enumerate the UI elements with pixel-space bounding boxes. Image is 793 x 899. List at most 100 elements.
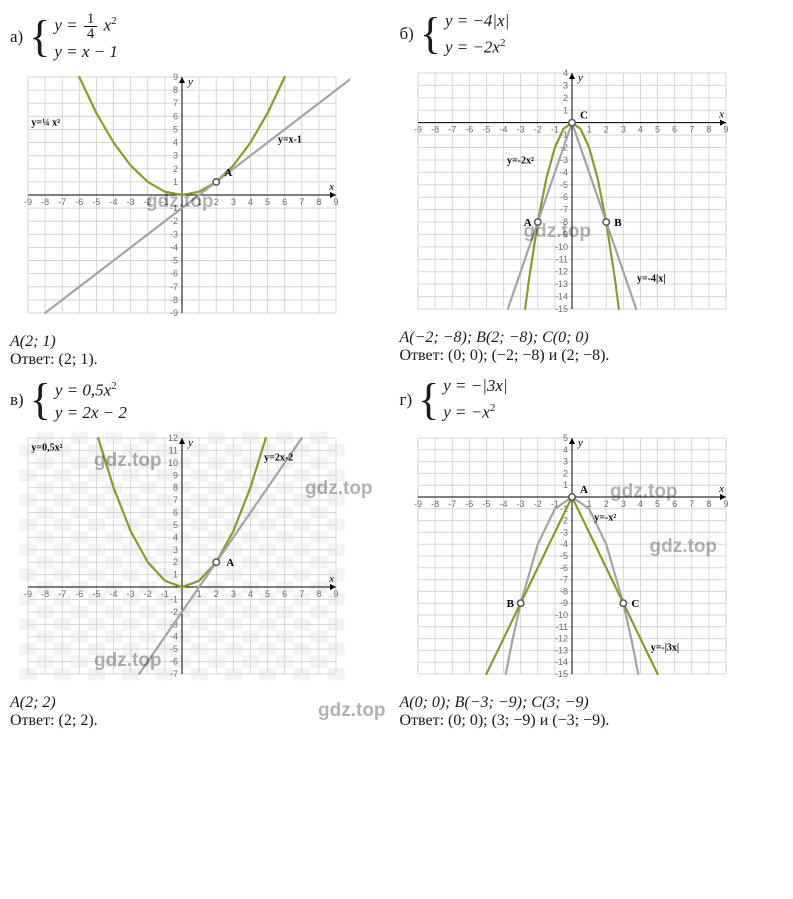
svg-text:y: y — [577, 437, 583, 449]
svg-text:-11: -11 — [555, 254, 567, 264]
svg-text:4: 4 — [637, 499, 642, 509]
svg-text:-13: -13 — [554, 279, 567, 289]
svg-text:-6: -6 — [170, 269, 178, 279]
svg-text:-5: -5 — [170, 644, 178, 654]
svg-text:-1: -1 — [161, 589, 169, 599]
label-a: а) — [10, 27, 23, 47]
svg-text:11: 11 — [169, 445, 178, 455]
eq1-c: y = 0,5x2 — [55, 375, 127, 402]
svg-text:3: 3 — [231, 197, 236, 207]
svg-text:-6: -6 — [75, 589, 83, 599]
svg-text:-4: -4 — [170, 243, 178, 253]
svg-text:3: 3 — [231, 589, 236, 599]
problem-a: а) { y = 14 x2 y = x − 1 xy-9-8-7-6-5-4-… — [10, 10, 394, 369]
svg-text:-2: -2 — [533, 499, 541, 509]
svg-text:5: 5 — [655, 499, 660, 509]
svg-text:-2: -2 — [144, 197, 152, 207]
svg-text:-5: -5 — [482, 499, 490, 509]
svg-text:-4: -4 — [110, 589, 118, 599]
svg-text:-14: -14 — [554, 291, 567, 301]
svg-text:3: 3 — [173, 545, 178, 555]
svg-text:6: 6 — [672, 124, 677, 134]
answer-a: A(2; 1) Ответ: (2; 1). — [10, 333, 394, 369]
svg-text:-3: -3 — [516, 124, 524, 134]
svg-text:-3: -3 — [516, 499, 524, 509]
svg-text:-4: -4 — [559, 167, 567, 177]
problem-d-equations: г) { y = −|3x| y = −x2 — [400, 375, 784, 424]
svg-text:5: 5 — [562, 433, 567, 443]
svg-text:A: A — [224, 167, 232, 179]
svg-text:-4: -4 — [499, 124, 507, 134]
svg-text:8: 8 — [173, 483, 178, 493]
chart-d: xy-9-8-7-6-5-4-3-2-1123456789-15-14-13-1… — [400, 428, 740, 688]
svg-text:7: 7 — [173, 98, 178, 108]
brace-icon: { — [418, 381, 439, 419]
svg-text:-3: -3 — [127, 197, 135, 207]
svg-text:-6: -6 — [465, 124, 473, 134]
svg-text:9: 9 — [333, 197, 338, 207]
svg-text:2: 2 — [562, 468, 567, 478]
svg-text:-5: -5 — [92, 197, 100, 207]
svg-text:8: 8 — [316, 197, 321, 207]
svg-text:-7: -7 — [559, 575, 567, 585]
svg-text:1: 1 — [562, 480, 567, 490]
svg-text:2: 2 — [603, 124, 608, 134]
brace-icon: { — [420, 15, 441, 53]
svg-text:A: A — [523, 217, 531, 229]
answer-d: A(0; 0); B(−3; −9); C(3; −9) Ответ: (0; … — [400, 694, 784, 730]
answer-c: A(2; 2) Ответ: (2; 2). — [10, 694, 394, 730]
svg-text:y=2x-2: y=2x-2 — [264, 452, 293, 463]
svg-text:-9: -9 — [413, 124, 421, 134]
svg-text:6: 6 — [672, 499, 677, 509]
svg-text:C: C — [580, 109, 588, 121]
brace-icon: { — [30, 381, 51, 419]
svg-text:9: 9 — [173, 72, 178, 82]
svg-text:8: 8 — [706, 124, 711, 134]
svg-text:-6: -6 — [465, 499, 473, 509]
svg-text:y=-2x²: y=-2x² — [506, 155, 533, 166]
svg-text:-7: -7 — [170, 282, 178, 292]
svg-text:-4: -4 — [559, 539, 567, 549]
svg-text:-9: -9 — [24, 589, 32, 599]
answer-b: A(−2; −8); B(2; −8); C(0; 0) Ответ: (0; … — [400, 329, 784, 365]
svg-text:-7: -7 — [448, 124, 456, 134]
svg-text:-10: -10 — [554, 242, 567, 252]
svg-text:4: 4 — [248, 589, 253, 599]
label-d: г) — [400, 390, 413, 410]
svg-text:7: 7 — [689, 124, 694, 134]
svg-text:-8: -8 — [559, 586, 567, 596]
svg-text:-12: -12 — [554, 266, 567, 276]
svg-text:5: 5 — [265, 589, 270, 599]
svg-text:-8: -8 — [559, 217, 567, 227]
svg-text:12: 12 — [168, 433, 178, 443]
svg-text:1: 1 — [173, 570, 178, 580]
svg-text:-4: -4 — [110, 197, 118, 207]
svg-text:4: 4 — [562, 68, 567, 78]
svg-text:2: 2 — [173, 164, 178, 174]
svg-text:y: y — [187, 76, 193, 88]
eq2-c: y = 2x − 2 — [55, 402, 127, 424]
svg-text:1: 1 — [173, 177, 178, 187]
svg-text:8: 8 — [173, 85, 178, 95]
eq2-d: y = −x2 — [443, 397, 507, 424]
svg-text:x: x — [718, 108, 724, 120]
svg-text:-5: -5 — [559, 179, 567, 189]
svg-text:-14: -14 — [554, 657, 567, 667]
svg-text:1: 1 — [586, 124, 591, 134]
svg-text:4: 4 — [562, 445, 567, 455]
svg-text:9: 9 — [723, 499, 728, 509]
svg-text:1: 1 — [197, 197, 202, 207]
svg-text:-7: -7 — [58, 589, 66, 599]
svg-text:x: x — [718, 483, 724, 495]
problem-c: в) { y = 0,5x2 y = 2x − 2 xy-9-8-7-6-5-4… — [10, 375, 394, 730]
svg-text:-1: -1 — [161, 197, 169, 207]
svg-text:4: 4 — [248, 197, 253, 207]
svg-text:-5: -5 — [170, 256, 178, 266]
svg-text:y: y — [577, 72, 583, 84]
svg-text:10: 10 — [168, 458, 178, 468]
chart-b: xy-9-8-7-6-5-4-3-2-1123456789-15-14-13-1… — [400, 63, 740, 323]
svg-text:6: 6 — [173, 507, 178, 517]
svg-text:A: A — [226, 557, 234, 569]
svg-text:-7: -7 — [559, 204, 567, 214]
svg-text:-13: -13 — [554, 645, 567, 655]
